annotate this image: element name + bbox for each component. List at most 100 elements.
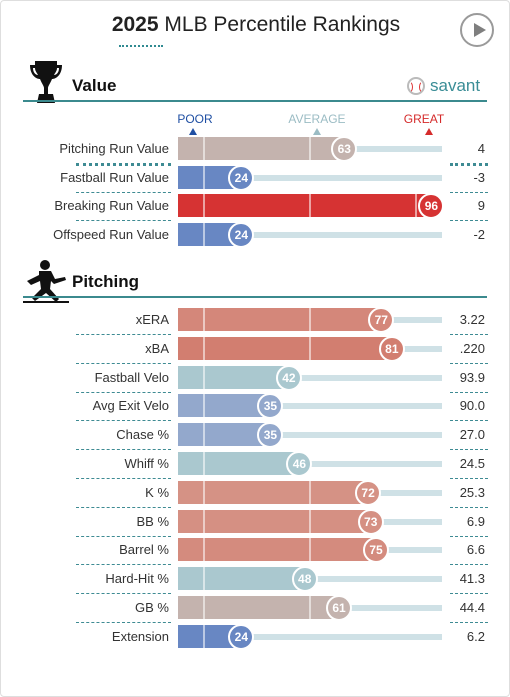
refline-breaking-run-value-0 xyxy=(203,194,206,218)
refline-gb-0 xyxy=(203,596,206,619)
row-value-avg-exit-velo: 90.0 xyxy=(459,398,485,414)
refline-xba-1 xyxy=(309,336,311,360)
bar-barrel xyxy=(178,538,376,562)
row-value-xera: 3.22 xyxy=(459,312,485,327)
track-fastball-run-value xyxy=(178,174,442,181)
scale-marker-great xyxy=(425,128,433,135)
refline-fastball-run-value-0 xyxy=(203,165,206,189)
row-separator-right xyxy=(450,593,488,595)
row-separator-right xyxy=(450,362,488,364)
row-label-offspeed-run-value: Offspeed Run Value xyxy=(53,227,169,243)
bubble-offspeed-run-value: 24 xyxy=(228,222,255,249)
scale-label-great: GREAT xyxy=(403,112,445,126)
bar-xera xyxy=(178,308,382,331)
row-value-xba: .220 xyxy=(459,340,485,356)
refline-k-0 xyxy=(203,480,206,504)
baseball-icon xyxy=(407,77,425,95)
track-extension xyxy=(178,633,442,640)
section-title-pitching: Pitching xyxy=(72,272,140,291)
row-separator-left xyxy=(76,535,171,537)
row-separator-left xyxy=(76,191,171,193)
row-value-pitching-run-value: 4 xyxy=(477,141,485,156)
refline-fastball-velo-0 xyxy=(203,365,206,389)
bar-fastball-run-value xyxy=(178,165,242,189)
row-separator-dotted-right xyxy=(450,163,488,166)
bar-fastball-velo xyxy=(178,365,289,389)
refline-chase-0 xyxy=(203,423,206,447)
section-title-value: Value xyxy=(72,76,117,95)
bar-xba xyxy=(178,336,392,360)
bar-bb xyxy=(178,509,371,533)
refline-barrel-1 xyxy=(309,538,311,562)
refline-gb-1 xyxy=(309,596,311,619)
row-label-fastball-run-value: Fastball Run Value xyxy=(60,169,169,185)
row-value-k: 25.3 xyxy=(459,484,485,500)
row-separator-left xyxy=(76,478,171,479)
bubble-hard-hit: 48 xyxy=(291,566,318,593)
refline-k-1 xyxy=(309,480,311,504)
title-year: 2025 xyxy=(111,13,159,36)
row-label-xba: xBA xyxy=(145,340,169,356)
bar-k xyxy=(178,480,369,504)
row-value-fastball-velo: 93.9 xyxy=(459,369,485,385)
bar-breaking-run-value xyxy=(178,194,432,218)
refline-whiff-0 xyxy=(203,452,206,475)
bubble-chase: 35 xyxy=(257,422,284,449)
savant-logo[interactable]: savant xyxy=(407,75,480,97)
bubble-bb: 73 xyxy=(357,508,384,535)
row-separator-right xyxy=(450,535,488,537)
refline-offspeed-run-value-0 xyxy=(203,223,206,247)
row-value-whiff: 24.5 xyxy=(459,456,485,471)
row-label-pitching-run-value: Pitching Run Value xyxy=(59,141,169,156)
row-separator-right xyxy=(450,506,488,508)
bubble-fastball-run-value: 24 xyxy=(228,164,255,191)
bubble-gb: 61 xyxy=(326,595,353,621)
row-separator-left xyxy=(76,449,171,451)
row-separator-right xyxy=(450,420,488,422)
row-value-extension: 6.2 xyxy=(466,628,485,644)
row-label-barrel: Barrel % xyxy=(119,542,169,558)
bubble-pitching-run-value: 63 xyxy=(331,136,358,162)
row-separator-left xyxy=(76,391,171,393)
bar-gb xyxy=(178,596,340,619)
bar-chase xyxy=(178,423,271,447)
row-separator-right xyxy=(450,191,488,193)
row-separator-right xyxy=(450,449,488,451)
scale-label-poor: POOR xyxy=(177,112,213,126)
scale-label-average: AVERAGE xyxy=(288,112,346,126)
bar-whiff xyxy=(178,452,300,475)
refline-pitching-run-value-0 xyxy=(203,137,206,160)
refline-barrel-0 xyxy=(203,538,206,562)
bubble-extension: 24 xyxy=(228,623,255,650)
refline-pitching-run-value-1 xyxy=(309,137,311,160)
section-divider-value xyxy=(23,100,487,102)
row-label-extension: Extension xyxy=(111,628,169,644)
bar-hard-hit xyxy=(178,567,305,591)
bubble-xba: 81 xyxy=(378,335,405,362)
trophy-icon xyxy=(30,61,62,103)
row-separator-left xyxy=(76,362,171,364)
row-separator-left xyxy=(76,593,171,595)
title-underline xyxy=(119,45,163,47)
refline-extension-0 xyxy=(203,624,206,648)
row-label-avg-exit-velo: Avg Exit Velo xyxy=(92,398,169,414)
refline-avg-exit-velo-0 xyxy=(203,394,206,418)
scale-marker-poor xyxy=(189,128,197,135)
row-separator-right xyxy=(450,478,488,479)
page-title: 2025 MLB Percentile Rankings xyxy=(1,13,510,37)
bubble-xera: 77 xyxy=(368,307,395,333)
play-icon[interactable] xyxy=(460,13,494,47)
bubble-barrel: 75 xyxy=(363,537,389,564)
row-label-bb: BB % xyxy=(136,513,169,529)
row-value-hard-hit: 41.3 xyxy=(459,571,485,587)
row-value-offspeed-run-value: -2 xyxy=(473,227,485,243)
row-label-chase: Chase % xyxy=(116,427,169,443)
section-divider-pitching xyxy=(23,296,487,298)
pitcher-icon xyxy=(23,260,69,303)
title-text: MLB Percentile Rankings xyxy=(164,13,401,36)
refline-bb-1 xyxy=(309,509,311,533)
row-label-whiff: Whiff % xyxy=(124,456,169,471)
row-separator-left xyxy=(76,420,171,422)
bubble-avg-exit-velo: 35 xyxy=(257,393,284,420)
track-fastball-velo xyxy=(178,374,442,381)
